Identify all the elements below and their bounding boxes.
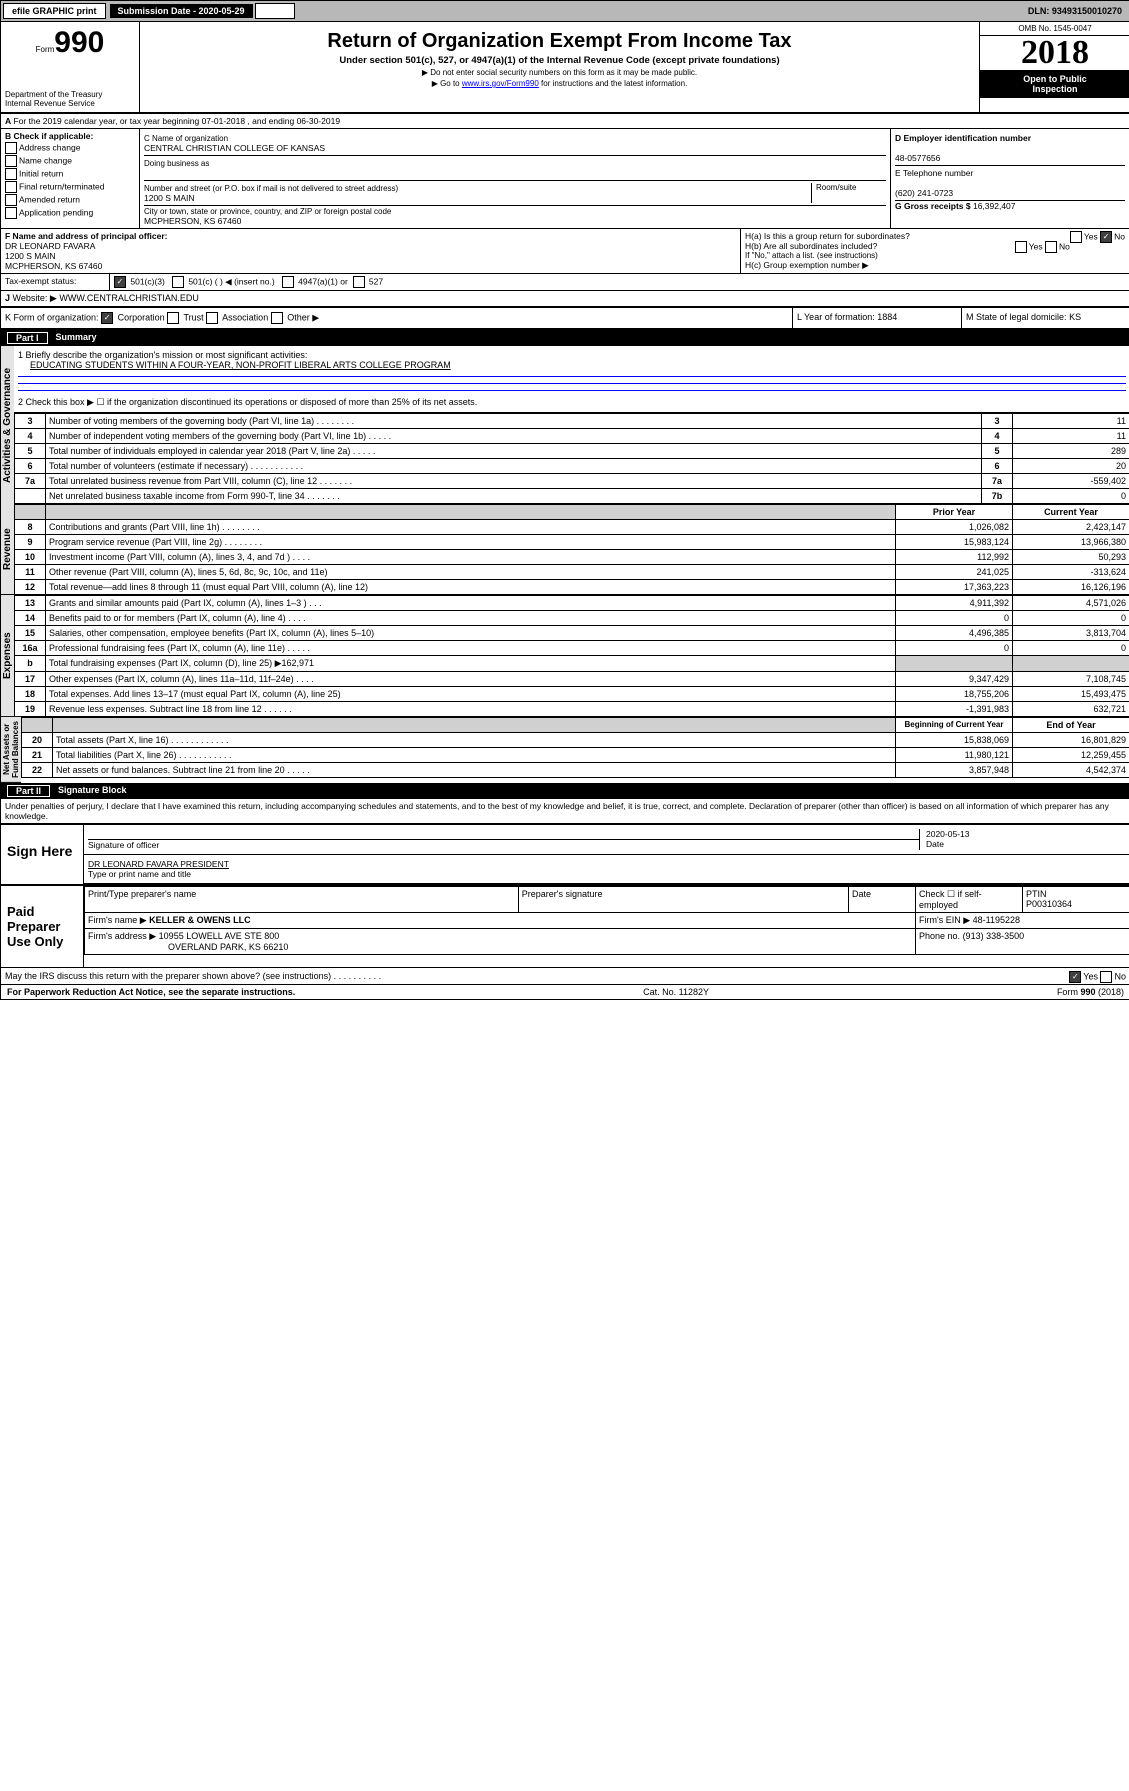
cb-4947[interactable] xyxy=(282,276,294,288)
officer-typed: DR LEONARD FAVARA PRESIDENT xyxy=(88,859,229,869)
box-f: F Name and address of principal officer:… xyxy=(1,229,741,273)
perjury-statement: Under penalties of perjury, I declare th… xyxy=(1,799,1129,823)
box-d: D Employer identification number48-05776… xyxy=(895,131,1125,166)
dln: DLN: 93493150010270 xyxy=(1028,6,1128,16)
expenses-table: 13Grants and similar amounts paid (Part … xyxy=(14,595,1129,717)
cb-527[interactable] xyxy=(353,276,365,288)
tab-expenses: Expenses xyxy=(1,595,14,717)
cb-501c[interactable] xyxy=(172,276,184,288)
table-row: 4Number of independent voting members of… xyxy=(15,429,1129,444)
org-city: MCPHERSON, KS 67460 xyxy=(144,216,241,226)
cb-corp[interactable]: ✓ xyxy=(101,312,113,324)
mission: EDUCATING STUDENTS WITHIN A FOUR-YEAR, N… xyxy=(30,360,1126,370)
firm-addr1: 10955 LOWELL AVE STE 800 xyxy=(159,931,280,941)
submission-date-blank xyxy=(255,3,296,19)
box-c: C Name of organizationCENTRAL CHRISTIAN … xyxy=(140,129,891,228)
efile-button[interactable]: efile GRAPHIC print xyxy=(3,3,106,19)
phone: (620) 241-0723 xyxy=(895,188,953,198)
discuss-line: May the IRS discuss this return with the… xyxy=(1,967,1129,984)
cb-name-change[interactable]: Name change xyxy=(5,155,135,167)
top-bar: efile GRAPHIC print Submission Date - 20… xyxy=(1,1,1129,22)
period-line-a: A For the 2019 calendar year, or tax yea… xyxy=(1,114,1129,129)
form-title: Return of Organization Exempt From Incom… xyxy=(146,30,973,53)
cb-discuss-no[interactable] xyxy=(1100,971,1112,983)
box-e: E Telephone number(620) 241-0723 xyxy=(895,166,1125,201)
firm-name: KELLER & OWENS LLC xyxy=(149,915,251,925)
irs-link[interactable]: www.irs.gov/Form990 xyxy=(462,79,539,88)
cb-final-return[interactable]: Final return/terminated xyxy=(5,181,135,193)
paid-preparer-block: Paid Preparer Use Only Print/Type prepar… xyxy=(1,884,1129,967)
box-h: H(a) Is this a group return for subordin… xyxy=(741,229,1129,273)
year-cell: OMB No. 1545-0047 2018 Open to Public In… xyxy=(980,22,1129,112)
cb-initial-return[interactable]: Initial return xyxy=(5,168,135,180)
box-b: B Check if applicable: Address change Na… xyxy=(1,129,140,228)
ptin: P00310364 xyxy=(1026,899,1072,909)
table-row: 17Other expenses (Part IX, column (A), l… xyxy=(15,672,1129,687)
table-row: Net unrelated business taxable income fr… xyxy=(15,489,1129,504)
table-row: bTotal fundraising expenses (Part IX, co… xyxy=(15,656,1129,672)
line-1-label: 1 Briefly describe the organization's mi… xyxy=(18,350,1126,360)
table-row: 12Total revenue—add lines 8 through 11 (… xyxy=(15,580,1129,595)
table-row: 6Total number of volunteers (estimate if… xyxy=(15,459,1129,474)
table-row: 13Grants and similar amounts paid (Part … xyxy=(15,596,1129,611)
form-990: 990 xyxy=(54,26,104,59)
table-row: 10Investment income (Part VIII, column (… xyxy=(15,550,1129,565)
box-l: L Year of formation: 1884 xyxy=(792,308,961,328)
part-2-header: Part IISignature Block xyxy=(1,783,1129,799)
tax-year: 2018 xyxy=(980,36,1129,70)
website: WWW.CENTRALCHRISTIAN.EDU xyxy=(59,293,199,303)
table-row: 20Total assets (Part X, line 16) . . . .… xyxy=(22,733,1129,748)
box-m: M State of legal domicile: KS xyxy=(961,308,1129,328)
sign-date: 2020-05-13 xyxy=(926,829,969,839)
form-number-cell: Form990 Department of the Treasury Inter… xyxy=(1,22,140,112)
box-g: G Gross receipts $ 16,392,407 xyxy=(895,201,1125,211)
summary-table-1: 3Number of voting members of the governi… xyxy=(14,413,1129,504)
table-row: 19Revenue less expenses. Subtract line 1… xyxy=(15,702,1129,717)
tab-net-assets: Net Assets orFund Balances xyxy=(1,717,21,783)
table-row: 15Salaries, other compensation, employee… xyxy=(15,626,1129,641)
officer-name: DR LEONARD FAVARA xyxy=(5,241,95,251)
table-row: 9Program service revenue (Part VIII, lin… xyxy=(15,535,1129,550)
part-1-header: Part ISummary xyxy=(1,330,1129,346)
dept-treasury: Department of the Treasury Internal Reve… xyxy=(5,90,135,108)
tax-status-label: Tax-exempt status: xyxy=(5,276,76,286)
cb-address-change[interactable]: Address change xyxy=(5,142,135,154)
firm-addr2: OVERLAND PARK, KS 66210 xyxy=(168,942,288,952)
table-row: 7aTotal unrelated business revenue from … xyxy=(15,474,1129,489)
footer: For Paperwork Reduction Act Notice, see … xyxy=(1,984,1129,999)
table-row: 14Benefits paid to or for members (Part … xyxy=(15,611,1129,626)
revenue-table: Prior YearCurrent Year 8Contributions an… xyxy=(14,504,1129,595)
org-street: 1200 S MAIN xyxy=(144,193,195,203)
table-row: 11Other revenue (Part VIII, column (A), … xyxy=(15,565,1129,580)
table-row: 22Net assets or fund balances. Subtract … xyxy=(22,763,1129,778)
cb-501c3[interactable]: ✓ xyxy=(114,276,126,288)
table-row: 8Contributions and grants (Part VIII, li… xyxy=(15,520,1129,535)
table-row: 3Number of voting members of the governi… xyxy=(15,414,1129,429)
box-k: K Form of organization: ✓ Corporation Tr… xyxy=(1,308,792,328)
gross-receipts: 16,392,407 xyxy=(973,201,1016,211)
officer-addr: 1200 S MAIN MCPHERSON, KS 67460 xyxy=(5,251,102,271)
cb-amended[interactable]: Amended return xyxy=(5,194,135,206)
submission-date-label: Submission Date - 2020-05-29 xyxy=(110,4,253,18)
table-row: 5Total number of individuals employed in… xyxy=(15,444,1129,459)
table-row: 18Total expenses. Add lines 13–17 (must … xyxy=(15,687,1129,702)
table-row: 16aProfessional fundraising fees (Part I… xyxy=(15,641,1129,656)
form-title-cell: Return of Organization Exempt From Incom… xyxy=(140,22,980,112)
sign-here-block: Sign Here Signature of officer2020-05-13… xyxy=(1,823,1129,884)
firm-ein: 48-1195228 xyxy=(973,915,1020,925)
tab-activities-governance: Activities & Governance xyxy=(1,346,14,504)
open-public: Open to Public Inspection xyxy=(980,70,1129,98)
table-row: 21Total liabilities (Part X, line 26) . … xyxy=(22,748,1129,763)
firm-phone: (913) 338-3500 xyxy=(963,931,1025,941)
cb-app-pending[interactable]: Application pending xyxy=(5,207,135,219)
line-2: 2 Check this box ▶ ☐ if the organization… xyxy=(18,397,1126,408)
cb-discuss-yes[interactable]: ✓ xyxy=(1069,971,1081,983)
tab-revenue: Revenue xyxy=(1,504,14,595)
net-assets-table: Beginning of Current YearEnd of Year 20T… xyxy=(21,717,1129,778)
org-name: CENTRAL CHRISTIAN COLLEGE OF KANSAS xyxy=(144,143,325,153)
ein: 48-0577656 xyxy=(895,153,940,163)
